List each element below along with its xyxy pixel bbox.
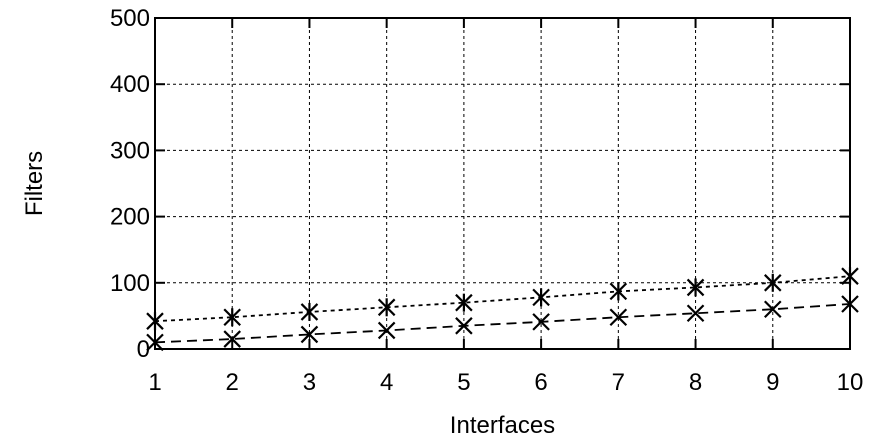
series-2	[146, 295, 859, 352]
data-point	[609, 282, 628, 301]
y-tick-label: 300	[110, 137, 150, 164]
x-tick-label: 10	[837, 369, 864, 396]
y-tick-label: 400	[110, 71, 150, 98]
x-tick-label: 3	[303, 369, 316, 396]
series-1	[146, 267, 859, 331]
x-axis-title: Interfaces	[450, 412, 555, 439]
y-axis-title: Filters	[21, 151, 48, 216]
data-point	[609, 308, 628, 327]
data-point	[532, 313, 550, 331]
plot-frame	[154, 17, 851, 350]
data-point	[377, 298, 396, 317]
data-point	[455, 293, 473, 312]
marker-stroke	[455, 317, 473, 335]
data-point	[300, 302, 319, 321]
marker-stroke	[300, 325, 319, 344]
y-tick-label: 500	[110, 5, 150, 32]
data-point	[686, 278, 705, 297]
x-tick-label: 4	[380, 369, 393, 396]
marker-stroke	[532, 313, 550, 331]
data-point	[223, 308, 242, 327]
data-point	[763, 273, 782, 292]
marker-stroke	[609, 308, 628, 327]
marker-stroke	[377, 321, 396, 340]
series-group	[146, 267, 859, 352]
x-tick-label: 7	[612, 369, 625, 396]
data-point	[377, 321, 396, 340]
series-line	[154, 303, 851, 344]
y-tick-label: 200	[110, 204, 150, 231]
x-tick-label: 6	[534, 369, 547, 396]
x-tick-label: 1	[148, 369, 161, 396]
data-point	[455, 317, 473, 335]
data-point	[763, 300, 782, 319]
x-tick-label: 9	[766, 369, 779, 396]
x-tick-label: 2	[226, 369, 239, 396]
y-tick-label: 0	[137, 336, 150, 363]
x-tick-label: 8	[689, 369, 702, 396]
marker-stroke	[686, 304, 705, 323]
x-tick-label: 5	[457, 369, 470, 396]
y-tick-label: 100	[110, 270, 150, 297]
data-point	[686, 304, 705, 323]
data-point	[300, 325, 319, 344]
grid-lines	[155, 18, 850, 349]
marker-stroke	[763, 300, 782, 319]
data-point	[532, 288, 550, 307]
